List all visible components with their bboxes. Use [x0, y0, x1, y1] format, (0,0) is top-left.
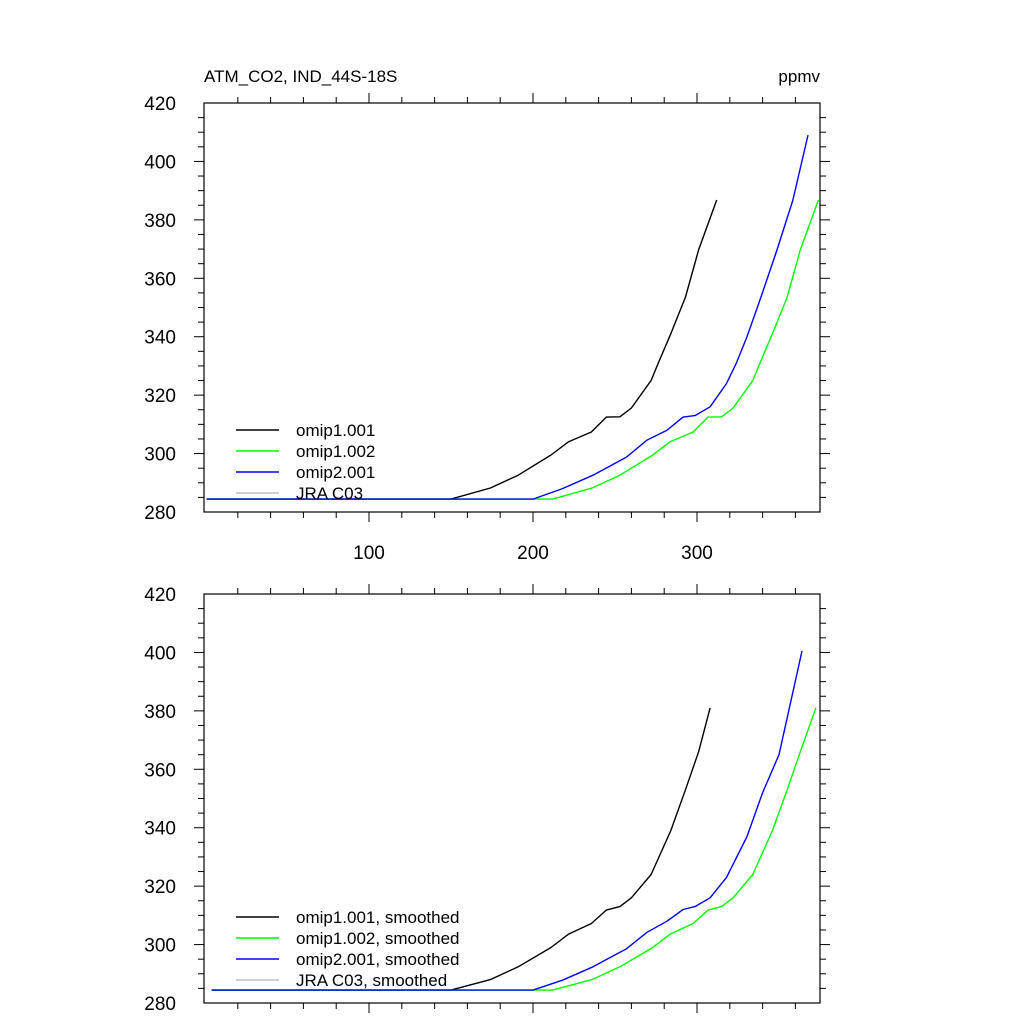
- series-line-1: [206, 199, 820, 500]
- legend-label: omip1.001, smoothed: [296, 908, 460, 927]
- y-tick-label: 360: [144, 269, 176, 290]
- y-tick-label: 400: [144, 643, 176, 664]
- series-line-0: [211, 707, 711, 991]
- legend-label: omip2.001, smoothed: [296, 950, 460, 969]
- legend-label: omip2.001: [296, 463, 375, 482]
- series-line-2: [206, 134, 809, 500]
- plot-panel-1: 100 200 300 280 300 320 340 360 380 400 420 omip1.0…: [144, 93, 830, 564]
- legend-label: JRA C03, smoothed: [296, 971, 447, 990]
- legend-label: omip1.001: [296, 421, 375, 440]
- series-line-1: [211, 707, 817, 991]
- y-tick-label: 380: [144, 211, 176, 232]
- series-line-0: [206, 199, 718, 500]
- y-tick-label: 380: [144, 702, 176, 723]
- legend: omip1.001, smoothed omip1.002, smoothed om…: [236, 908, 460, 990]
- legend-label: omip1.002: [296, 442, 375, 461]
- y-tick-label: 320: [144, 386, 176, 407]
- y-tick-label: 300: [144, 445, 176, 466]
- y-tick-label: 420: [144, 585, 176, 606]
- y-tick-label: 340: [144, 328, 176, 349]
- y-tick-label: 300: [144, 936, 176, 957]
- legend-label: JRA C03: [296, 484, 363, 503]
- series-line-2: [211, 650, 803, 991]
- y-tick-label: 400: [144, 152, 176, 173]
- chart-title: ATM_CO2, IND_44S-18S: [204, 67, 397, 86]
- units-label: ppmv: [778, 67, 820, 86]
- x-tick-label: 200: [517, 543, 549, 564]
- legend-label: omip1.002, smoothed: [296, 929, 460, 948]
- legend: omip1.001 omip1.002 omip2.001 JRA C03: [236, 421, 375, 503]
- y-tick-label: 340: [144, 819, 176, 840]
- y-tick-label: 320: [144, 877, 176, 898]
- y-tick-label: 360: [144, 760, 176, 781]
- x-tick-label: 300: [681, 543, 713, 564]
- x-tick-label: 100: [353, 543, 385, 564]
- y-tick-label: 280: [144, 994, 176, 1015]
- y-tick-label: 420: [144, 94, 176, 115]
- plot-panel-2: 280 300 320 340 360 380 400 420 omip1.001, smoot…: [144, 584, 830, 1015]
- y-tick-label: 280: [144, 503, 176, 524]
